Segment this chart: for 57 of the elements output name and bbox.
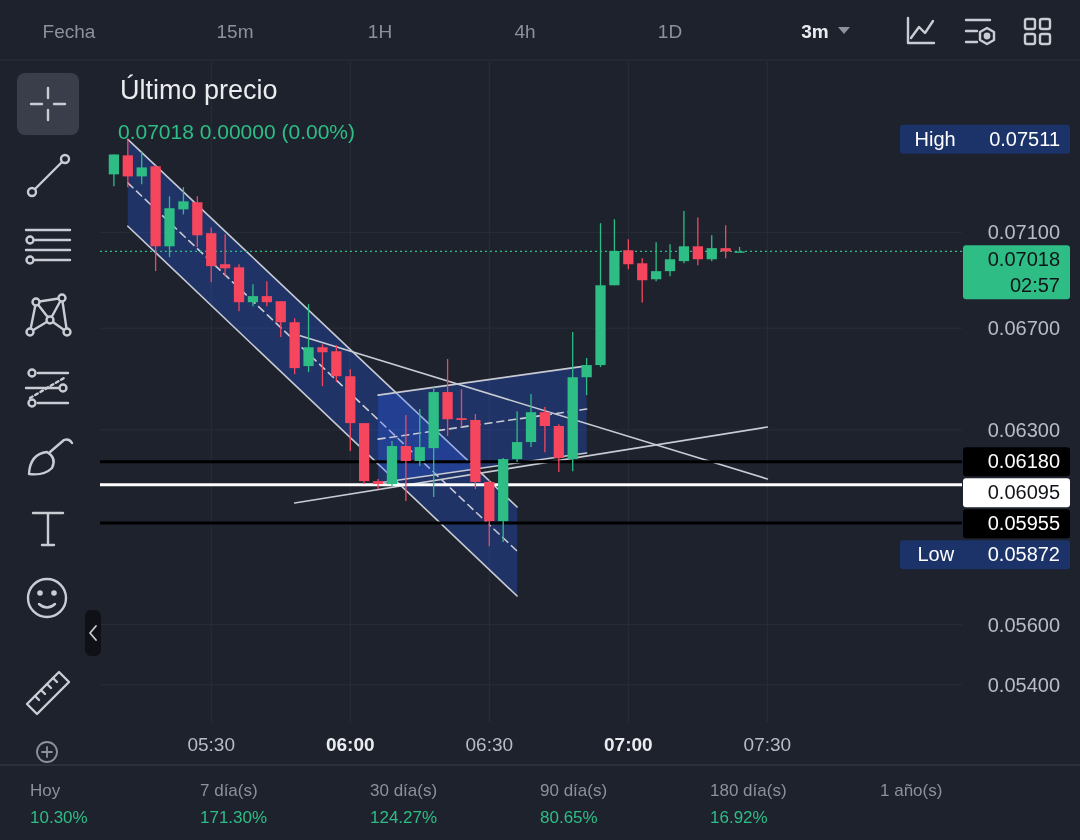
candlestick [303,303,314,373]
candlestick [650,241,662,282]
ref-line-label: 0.05955 [987,512,1060,535]
text: 1H [367,21,393,42]
text: Hoy [30,781,61,800]
candlestick [637,257,648,304]
text: 1 año(s) [880,781,943,800]
text: Último precio [120,74,278,105]
candlestick [414,408,425,467]
text: 7 día(s) [200,781,258,800]
y-tick-label: 0.06700 [987,317,1060,340]
text: 90 día(s) [540,781,608,800]
text: 15m [216,21,254,42]
candlestick [219,233,231,277]
text: 171.30% [200,808,268,827]
candlestick [511,410,523,463]
y-tick-label: 0.06300 [987,418,1060,441]
candlestick [581,357,592,396]
text: Fecha [42,21,96,42]
x-tick-label: 07:30 [743,734,792,755]
text: 3m [801,21,829,42]
candlestick [456,388,467,428]
x-tick-label: 06:30 [465,734,514,755]
text: 02:57 [1009,274,1060,297]
candlestick [623,238,634,270]
candlestick [108,153,120,187]
candlestick [400,414,412,502]
text: 30 día(s) [370,781,438,800]
ref-line-label: 0.06095 [987,481,1060,504]
candlestick [539,406,551,453]
ref-line-label: 0.06180 [987,450,1060,473]
x-tick-label: 07:00 [604,734,653,755]
ref-line-label: 0.07018 [987,248,1060,271]
text: 0.07018 0.00000 (0.00%) [118,120,356,143]
annotation: High 0.07511 [914,127,1060,150]
candlestick [178,186,189,216]
candlestick [372,478,384,490]
candlestick [317,343,328,387]
candlestick [247,283,259,307]
text: 124.27% [370,808,438,827]
candlestick [261,280,272,307]
candlestick [122,138,133,188]
text: 10.30% [30,808,88,827]
text: 4h [514,21,536,42]
candlestick [275,300,286,338]
y-tick-label: 0.05400 [987,673,1060,696]
annotation: Low 0.05872 [917,543,1060,566]
x-tick-label: 05:30 [187,734,235,755]
x-tick-label: 06:00 [325,734,375,755]
text: 1D [657,21,683,42]
y-tick-label: 0.07100 [987,221,1060,244]
candlestick [692,216,703,266]
text: 80.65% [540,808,598,827]
candlestick [136,150,147,185]
text: 180 día(s) [710,781,787,800]
y-tick-label: 0.05600 [987,613,1060,636]
text: 16.92% [710,808,768,827]
